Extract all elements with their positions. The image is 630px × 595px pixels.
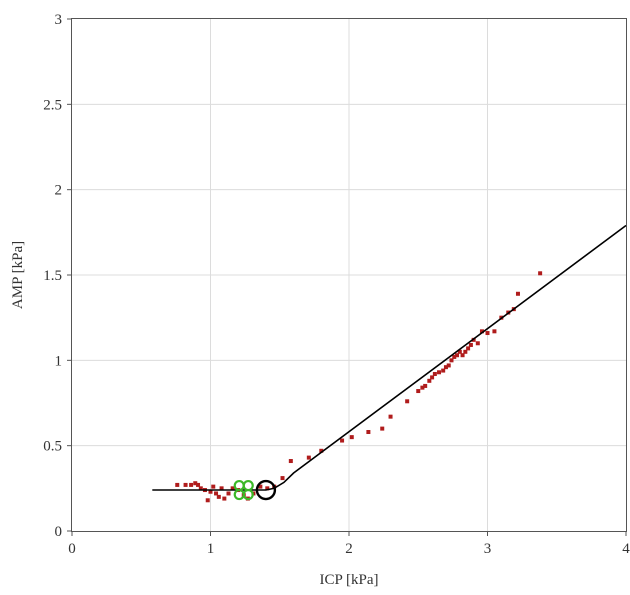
data-point [427, 378, 432, 383]
data-point [460, 353, 465, 358]
data-point [230, 486, 235, 491]
data-point [366, 430, 371, 435]
data-point [219, 486, 224, 491]
data-point [437, 370, 442, 375]
x-tick-label: 0 [68, 541, 76, 557]
data-point [226, 491, 231, 496]
data-point [205, 498, 210, 503]
data-point [515, 291, 520, 296]
data-point [423, 383, 428, 388]
data-point [416, 389, 421, 394]
data-point [349, 435, 354, 440]
data-point [193, 481, 198, 486]
data-point [198, 486, 203, 491]
data-point [306, 455, 311, 460]
fit-line [152, 224, 627, 491]
data-point [455, 353, 460, 358]
data-point [449, 358, 454, 363]
y-tick-label: 3 [55, 12, 63, 28]
y-tick-label: 2.5 [43, 97, 62, 113]
fit-line-series [152, 224, 627, 491]
x-axis-title: ICP [kPa] [319, 572, 378, 588]
data-point [479, 329, 484, 334]
y-axis-ticks: 0 0.5 1 1.5 2 2.5 3 [43, 12, 72, 540]
data-point [492, 329, 497, 334]
y-tick-label: 2 [55, 183, 63, 199]
data-point [258, 484, 263, 489]
data-point [319, 448, 324, 453]
data-point [457, 349, 462, 354]
x-axis-ticks: 0 1 2 3 4 [68, 531, 630, 557]
x-tick-label: 3 [484, 541, 492, 557]
grid-lines [72, 19, 626, 531]
data-point [452, 354, 457, 359]
data-point [432, 371, 437, 376]
x-tick-label: 4 [622, 541, 630, 557]
data-point [468, 342, 473, 347]
data-point [208, 489, 213, 494]
y-tick-label: 1 [55, 353, 63, 369]
data-point [388, 414, 393, 419]
data-point [485, 331, 490, 336]
data-point [430, 375, 435, 380]
data-point [189, 482, 194, 487]
data-point [280, 476, 285, 481]
data-point [443, 365, 448, 370]
data-point [265, 486, 270, 491]
data-point [405, 399, 410, 404]
black-circle-marker [255, 479, 277, 501]
y-tick-label: 0.5 [43, 439, 62, 455]
y-axis-title: AMP [kPa] [10, 241, 26, 309]
x-tick-label: 2 [345, 541, 353, 557]
data-point [475, 341, 480, 346]
data-point [222, 496, 227, 501]
x-tick-label: 1 [207, 541, 215, 557]
data-point [538, 271, 543, 276]
data-point [175, 482, 180, 487]
data-point [183, 482, 188, 487]
markers [233, 479, 277, 501]
data-point [420, 385, 425, 390]
data-point [196, 482, 201, 487]
data-point [441, 368, 446, 373]
data-point [466, 346, 471, 351]
y-tick-label: 1.5 [43, 268, 62, 284]
data-point [288, 459, 293, 464]
data-point [380, 426, 385, 431]
data-point [463, 349, 468, 354]
data-point [446, 363, 451, 368]
y-tick-label: 0 [55, 524, 63, 540]
data-point [216, 494, 221, 499]
data-point [340, 438, 345, 443]
data-point [211, 484, 216, 489]
green-clover-marker [233, 479, 254, 501]
data-point [214, 491, 219, 496]
